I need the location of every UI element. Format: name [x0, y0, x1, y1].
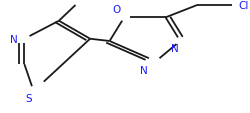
Text: Cl: Cl — [239, 1, 249, 11]
Text: N: N — [172, 43, 179, 53]
Text: O: O — [113, 5, 121, 15]
Text: N: N — [140, 65, 147, 75]
Text: N: N — [10, 34, 17, 44]
Text: S: S — [26, 94, 32, 104]
